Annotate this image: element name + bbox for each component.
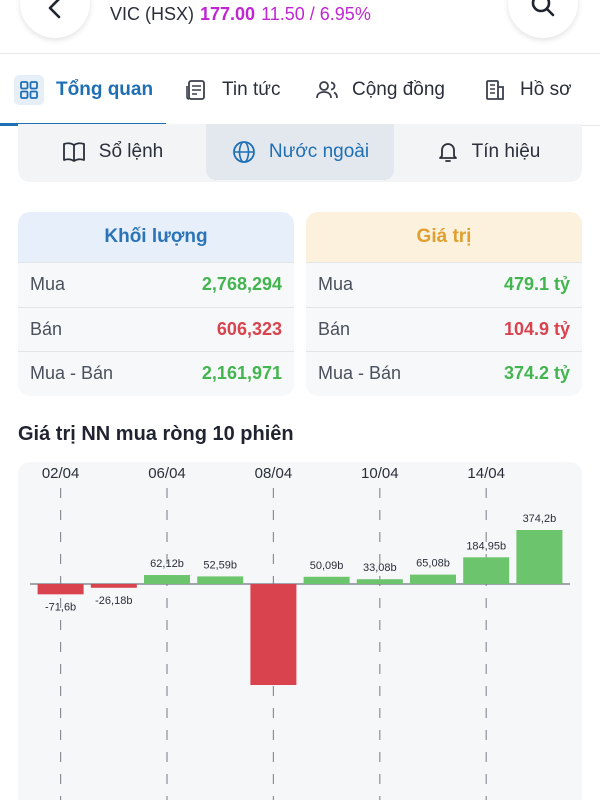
ticker-summary: VIC (HSX) 177.00 11.50 / 6.95% [110,4,371,25]
bar-value-label: 65,08b [416,558,450,570]
tab-news[interactable]: Tin tức [184,54,280,126]
tab-community[interactable]: Cộng đồng [314,54,445,126]
value-net-row: Mua - Bán 374.2 tỷ [306,351,582,396]
tab-label: Cộng đồng [352,79,445,100]
chevron-left-icon [44,0,66,24]
row-value: 2,161,971 [201,363,282,384]
bar [356,579,403,584]
value-buy-row: Mua 479.1 tỷ [306,262,582,307]
tab-label: Tin tức [222,79,281,100]
globe-icon [231,139,257,165]
volume-buy-row: Mua 2,768,294 [18,262,294,307]
bar [90,584,137,588]
bar [250,584,297,686]
newspaper-icon [184,77,210,103]
x-tick-label: 08/04 [255,465,293,482]
bar-value-label: 184,95b [466,540,506,552]
search-button[interactable] [508,0,578,38]
header: VIC (HSX) 177.00 11.50 / 6.95% [0,0,600,54]
subtab-order-book[interactable]: Sổ lệnh [18,124,206,180]
search-icon [530,0,556,24]
value-card: Giá trị Mua 479.1 tỷ Bán 104.9 tỷ Mua - … [306,212,582,396]
row-value: 606,323 [216,318,282,339]
bar [197,576,244,584]
users-icon [314,77,340,103]
building-icon [482,77,508,103]
row-label: Bán [318,318,351,339]
bar-value-label: 52,59b [203,559,237,571]
value-card-title: Giá trị [306,212,582,262]
value-sell-row: Bán 104.9 tỷ [306,306,582,352]
bar [303,576,350,584]
volume-net-row: Mua - Bán 2,161,971 [18,351,294,396]
row-label: Mua [318,274,354,295]
bar-value-label: 33,08b [363,562,397,574]
row-value: 2,768,294 [201,274,282,295]
subtab-label: Tín hiệu [471,141,541,162]
row-value: 374.2 tỷ [503,363,570,384]
volume-sell-row: Bán 606,323 [18,306,294,352]
volume-card: Khối lượng Mua 2,768,294 Bán 606,323 Mua… [18,212,294,396]
ticker-price: 177.00 [200,4,256,24]
bar-value-label: -71,6b [45,601,76,613]
bar-value-label: 62,12b [150,558,184,570]
ticker-change: 11.50 / 6.95% [261,4,371,24]
grid-icon [14,75,44,105]
sub-tabs: Sổ lệnh Nước ngoài Tín hiệu [18,124,582,182]
main-tabs: Tổng quan Tin tức Cộng đồng Hồ sơ [0,54,600,126]
bar [144,575,190,584]
subtab-label: Nước ngoài [268,141,370,162]
net-buy-chart-svg: 02/04 06/04 08/04 10/04 14/04 -71,6b -26,18b 62… [30,465,570,800]
subtab-signals[interactable]: Tín hiệu [394,124,582,180]
tab-overview[interactable]: Tổng quan [14,54,153,126]
bar [516,530,563,584]
bar-value-label: 50,09b [310,560,344,572]
x-tick-label: 10/04 [361,465,399,482]
book-icon [61,141,87,163]
x-tick-label: 06/04 [148,465,186,482]
tab-label: Hồ sơ [520,79,572,100]
tab-profile[interactable]: Hồ sơ [482,54,572,126]
subtab-foreign[interactable]: Nước ngoài [206,124,394,180]
chart-title: Giá trị NN mua ròng 10 phiên [18,423,294,445]
bar-value-label: -26,18b [95,595,132,607]
subtab-label: Sổ lệnh [98,141,164,162]
bar-value-label: 374,2b [523,513,557,525]
back-button[interactable] [20,0,90,38]
volume-card-title: Khối lượng [18,212,294,262]
row-label: Mua - Bán [318,363,402,384]
row-label: Bán [30,318,63,339]
row-value: 479.1 tỷ [503,274,570,295]
bar [410,574,456,584]
bell-icon [436,140,460,164]
ticker-symbol: VIC (HSX) [110,4,195,24]
row-label: Mua [30,274,66,295]
row-value: 104.9 tỷ [503,318,570,339]
tab-label: Tổng quan [56,79,154,100]
net-buy-chart: 02/04 06/04 08/04 10/04 14/04 -71,6b -26,18b 62… [18,462,582,800]
x-tick-label: 14/04 [467,465,505,482]
row-label: Mua - Bán [30,363,114,384]
bar [37,584,84,595]
bar [463,557,510,584]
x-tick-label: 02/04 [42,465,80,482]
